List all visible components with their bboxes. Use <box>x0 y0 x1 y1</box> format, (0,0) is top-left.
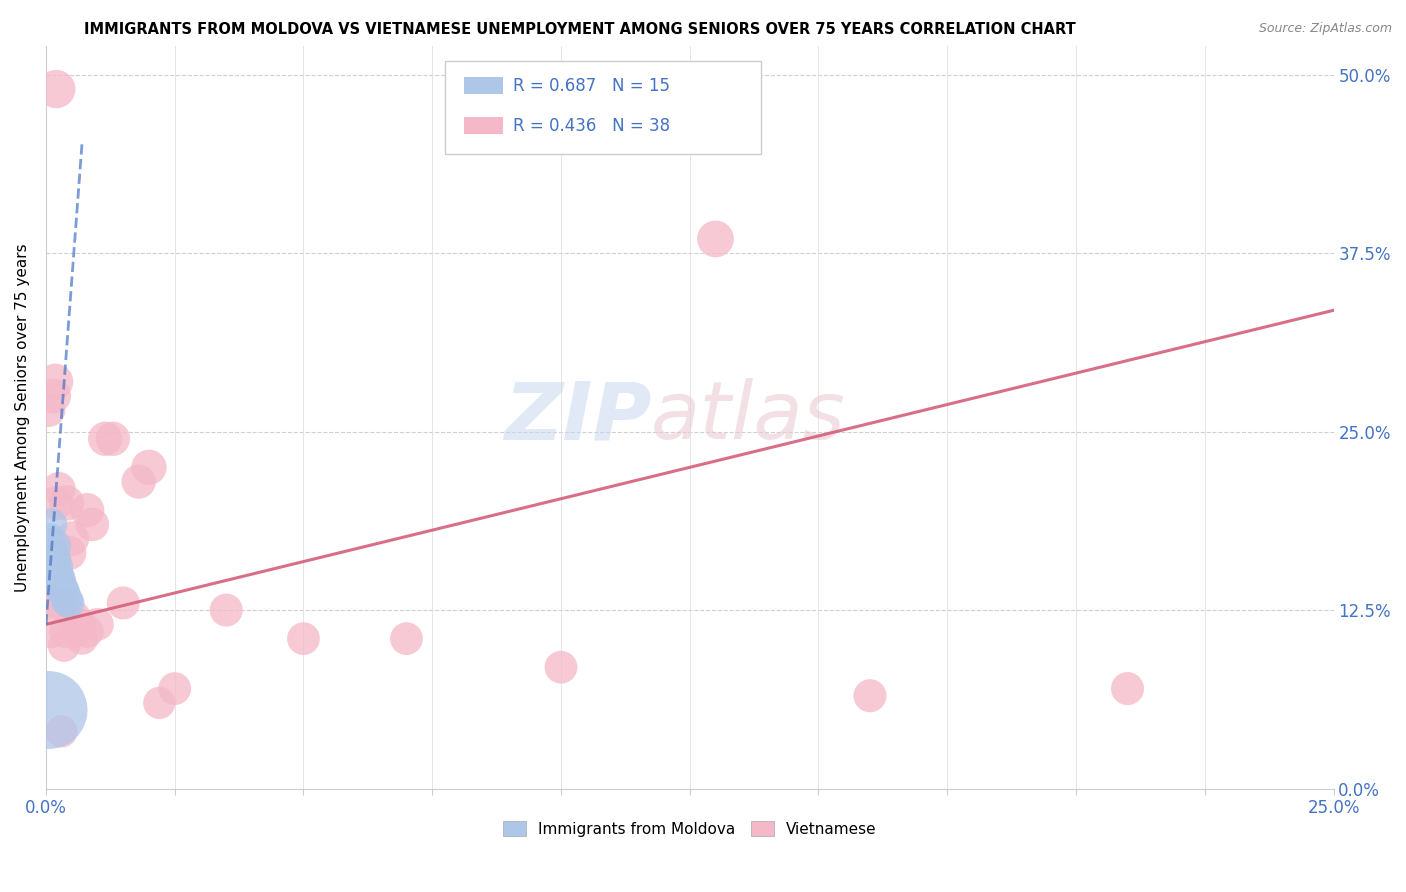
Point <box>550 660 572 674</box>
Point <box>138 460 160 475</box>
Point <box>44 553 66 567</box>
Y-axis label: Unemployment Among Seniors over 75 years: Unemployment Among Seniors over 75 years <box>15 243 30 591</box>
Point <box>39 596 62 610</box>
Point <box>1116 681 1139 696</box>
Text: R = 0.687   N = 15: R = 0.687 N = 15 <box>513 77 671 95</box>
Text: atlas: atlas <box>651 378 846 457</box>
Point <box>38 703 60 717</box>
Point <box>51 582 73 596</box>
Text: Source: ZipAtlas.com: Source: ZipAtlas.com <box>1258 22 1392 36</box>
Point <box>86 617 108 632</box>
Point <box>42 389 65 403</box>
Point <box>70 632 93 646</box>
Point <box>42 539 65 553</box>
Point <box>49 596 72 610</box>
Point <box>66 624 89 639</box>
Point <box>292 632 315 646</box>
Point <box>39 532 62 546</box>
Point <box>46 567 69 582</box>
Point <box>45 560 67 574</box>
Point <box>48 570 70 584</box>
Point <box>44 375 66 389</box>
Point <box>215 603 238 617</box>
Point <box>101 432 124 446</box>
Point <box>55 589 77 603</box>
Point <box>76 624 98 639</box>
Point <box>39 517 62 532</box>
Point <box>69 617 91 632</box>
Point <box>148 696 170 710</box>
Point <box>859 689 882 703</box>
Point <box>82 517 104 532</box>
Point <box>38 403 60 417</box>
Point <box>45 496 67 510</box>
Point <box>39 624 62 639</box>
Point <box>58 546 80 560</box>
Point <box>94 432 117 446</box>
Point <box>128 475 150 489</box>
Point <box>55 624 77 639</box>
Point <box>41 546 63 560</box>
Point <box>163 681 186 696</box>
Point <box>704 232 727 246</box>
Text: ZIP: ZIP <box>503 378 651 457</box>
FancyBboxPatch shape <box>464 78 503 94</box>
Point <box>48 482 70 496</box>
Point <box>53 584 76 599</box>
Point <box>58 596 80 610</box>
Point <box>55 496 77 510</box>
Point <box>395 632 418 646</box>
Point <box>76 503 98 517</box>
Point <box>63 610 86 624</box>
Point <box>53 639 76 653</box>
Point <box>51 582 73 596</box>
FancyBboxPatch shape <box>446 61 761 153</box>
Point <box>112 596 135 610</box>
Text: IMMIGRANTS FROM MOLDOVA VS VIETNAMESE UNEMPLOYMENT AMONG SENIORS OVER 75 YEARS C: IMMIGRANTS FROM MOLDOVA VS VIETNAMESE UN… <box>84 22 1076 37</box>
Point <box>45 82 67 96</box>
Text: R = 0.436   N = 38: R = 0.436 N = 38 <box>513 117 671 135</box>
Point <box>55 593 77 607</box>
Point <box>49 574 72 589</box>
FancyBboxPatch shape <box>464 118 503 134</box>
Point <box>60 532 83 546</box>
Legend: Immigrants from Moldova, Vietnamese: Immigrants from Moldova, Vietnamese <box>503 821 876 837</box>
Point <box>51 724 73 739</box>
